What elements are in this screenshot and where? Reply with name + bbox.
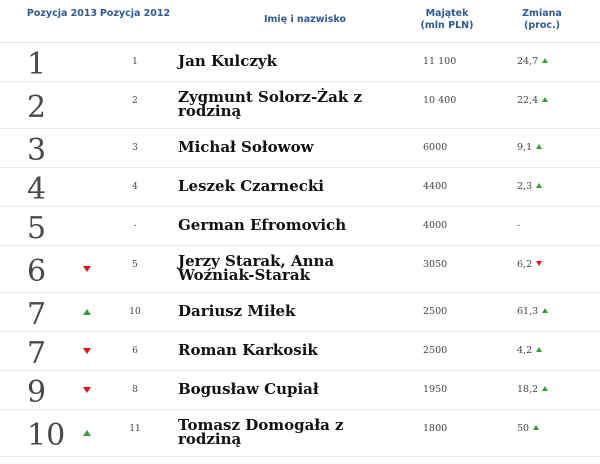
change-cell: 9,1 [517,142,543,153]
change-value: 50 [517,423,530,434]
person-name: Michał Sołowow [178,138,314,156]
rank-2012: - [133,221,137,231]
wealth-value: 11 100 [423,56,457,67]
change-cell: 6,2 [517,259,543,270]
change-cell: 18,2 [517,384,549,395]
change-cell: 22,4 [517,95,549,106]
rank-2012: 5 [132,260,138,270]
wealth-value: 4000 [423,220,448,231]
table-row: 10 11 Tomasz Domogała z rodziną 1800 50 [0,410,600,457]
person-name: Jerzy Starak, Anna Woźniak-Starak [178,252,335,284]
table-row: 4 4 Leszek Czarnecki 4400 2,3 [0,168,600,207]
change-cell: 61,3 [517,306,549,317]
table-header: Pozycja 2013 Pozycja 2012 Imię i nazwisk… [0,0,600,43]
rank-up-arrow-icon [83,309,91,315]
table-row: 7 10 Dariusz Miłek 2500 61,3 [0,293,600,332]
header-wealth: Majątek (mln PLN) [420,8,474,31]
header-change: Zmiana (proc.) [522,8,562,31]
change-value: 9,1 [517,142,533,153]
change-up-arrow-icon [536,144,543,149]
person-name: German Efromovich [178,216,347,234]
rank-down-arrow-icon [83,387,91,393]
person-name: Roman Karkosik [178,341,318,359]
change-up-arrow-icon [542,58,549,63]
rank-2013: 6 [27,254,47,289]
wealth-value: 6000 [423,142,448,153]
change-value: 61,3 [517,306,539,317]
rank-2013: 4 [27,172,47,207]
change-value: 2,3 [517,181,533,192]
table-row: 2 2 Zygmunt Solorz-Żak z rodziną 10 400 22,4 [0,82,600,129]
change-up-arrow-icon [536,347,543,352]
change-up-arrow-icon [536,183,543,188]
change-value: 4,2 [517,345,533,356]
rank-2012: 11 [129,424,141,434]
change-cell: - [517,220,520,231]
rank-2013: 2 [27,90,47,125]
rank-2012: 6 [132,346,138,356]
change-cell: 50 [517,423,540,434]
person-name: Dariusz Miłek [178,302,296,320]
person-name: Zygmunt Solorz-Żak z rodziną [178,88,362,120]
change-value: - [517,220,521,231]
change-cell: 2,3 [517,181,543,192]
rank-2012: 10 [129,307,141,317]
table-row: 7 6 Roman Karkosik 2500 4,2 [0,332,600,371]
rank-2012: 1 [132,57,138,67]
table-row: 6 5 Jerzy Starak, Anna Woźniak-Starak 3050 6… [0,246,600,293]
table-row: 5 - German Efromovich 4000 - [0,207,600,246]
wealth-value: 2500 [423,306,448,317]
rank-2012: 3 [132,143,138,153]
header-position-2013: Pozycja 2013 [26,8,98,19]
change-cell: 4,2 [517,345,543,356]
person-name: Leszek Czarnecki [178,177,324,195]
rank-down-arrow-icon [83,266,91,272]
change-cell: 24,7 [517,56,549,67]
table-row: 1 1 Jan Kulczyk 11 100 24,7 [0,43,600,82]
change-value: 6,2 [517,259,533,270]
change-value: 22,4 [517,95,539,106]
change-value: 24,7 [517,56,539,67]
table-row: 3 3 Michał Sołowow 6000 9,1 [0,129,600,168]
table-row: 9 8 Bogusław Cupiał 1950 18,2 [0,371,600,410]
change-down-arrow-icon [536,261,543,266]
wealth-value: 2500 [423,345,448,356]
rank-2013: 10 [27,418,66,453]
person-name: Bogusław Cupiał [178,380,319,398]
rank-2012: 2 [132,96,138,106]
rank-down-arrow-icon [83,348,91,354]
header-name: Imię i nazwisko [264,14,346,25]
rank-2013: 9 [27,375,47,410]
table-body: 1 1 Jan Kulczyk 11 100 24,7 2 2 Zygmunt Solorz-… [0,43,600,457]
header-position-2012: Pozycja 2012 [99,8,171,19]
wealth-value: 3050 [423,259,448,270]
rank-2013: 5 [27,211,47,246]
wealth-value: 10 400 [423,95,457,106]
rank-2012: 8 [132,385,138,395]
change-up-arrow-icon [533,425,540,430]
rank-2013: 3 [27,133,47,168]
rank-up-arrow-icon [83,430,91,436]
person-name: Jan Kulczyk [178,52,278,70]
wealth-value: 1950 [423,384,448,395]
change-up-arrow-icon [542,97,549,102]
rank-2012: 4 [132,182,138,192]
wealth-value: 4400 [423,181,448,192]
rank-2013: 7 [27,297,47,332]
change-up-arrow-icon [542,308,549,313]
rank-2013: 7 [27,336,47,371]
person-name: Tomasz Domogała z rodziną [178,416,344,448]
change-value: 18,2 [517,384,539,395]
change-up-arrow-icon [542,386,549,391]
wealth-value: 1800 [423,423,448,434]
rank-2013: 1 [27,47,47,82]
